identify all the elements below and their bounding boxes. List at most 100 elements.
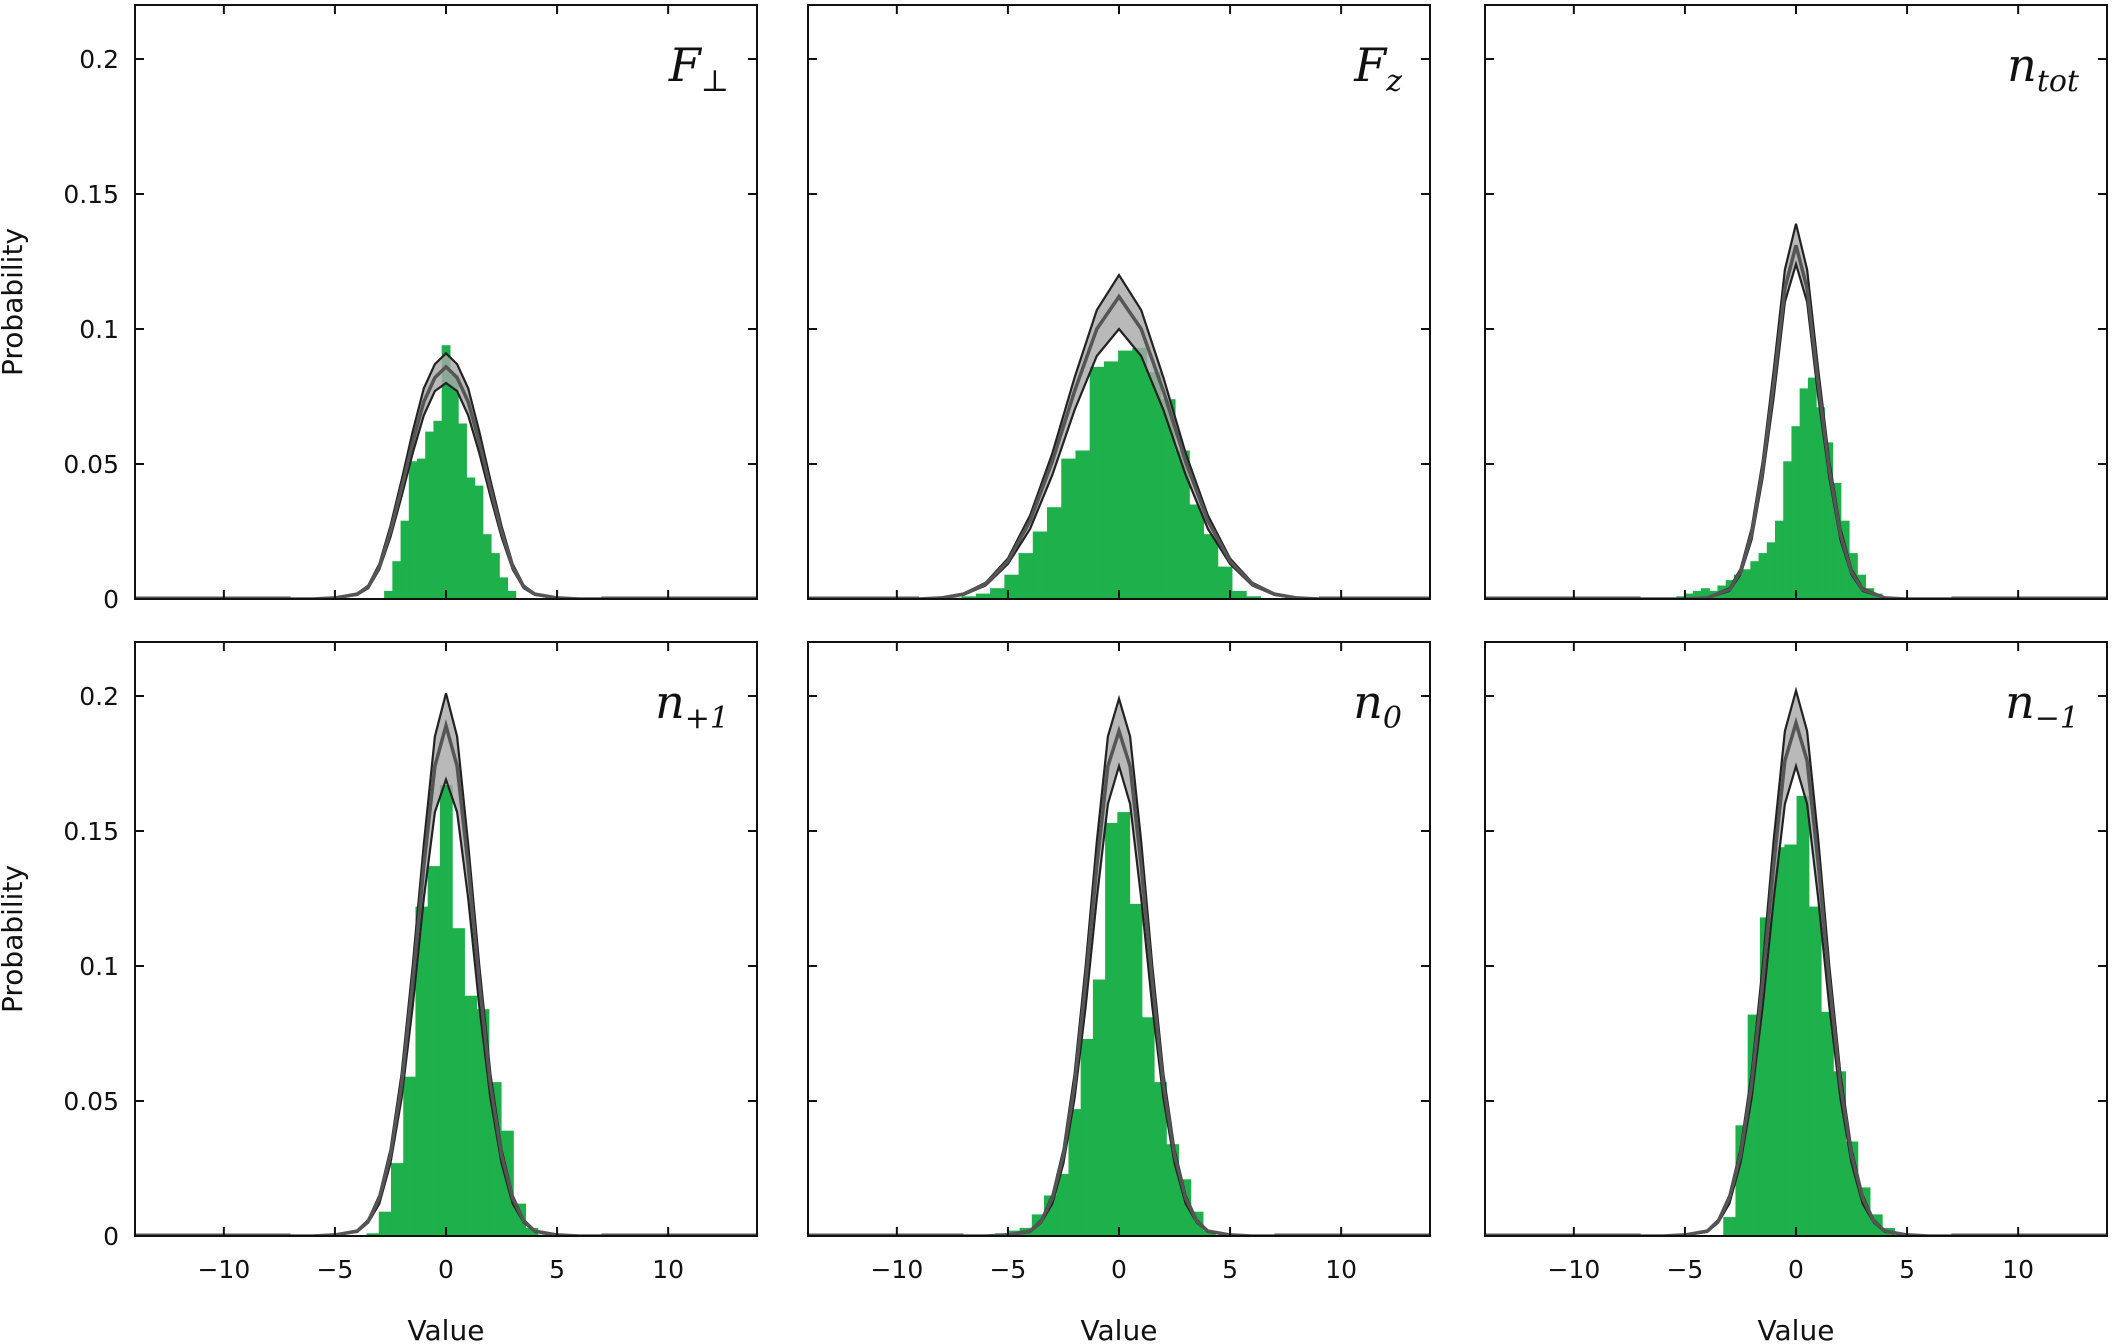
x-tick-label: −10 [870,1255,923,1284]
histogram-bar [1160,399,1176,599]
histogram-bar [466,477,476,599]
histogram-bar [1784,844,1798,1236]
y-tick-label: 0.2 [79,682,119,711]
histogram-bar [391,1163,404,1236]
panel-label-main: n [655,675,685,729]
histogram-bar [1146,372,1162,599]
x-tick-label: −10 [197,1255,250,1284]
panel-label-subscript: z [1385,64,1402,99]
histogram-bar [1820,1011,1834,1236]
histogram-bar [1174,450,1190,599]
histogram-bar [1701,588,1710,599]
panel-label-subscript: tot [2037,64,2080,99]
histogram-bar [1105,822,1118,1236]
histogram-bar [433,420,443,599]
histogram-bar [1796,795,1810,1236]
histogram-bar [415,906,429,1236]
histogram-bar [1217,566,1233,599]
histogram-bar [400,520,410,599]
histogram-bar [1032,531,1048,599]
histogram-bar [403,1076,417,1236]
histogram-bar [1742,569,1751,599]
y-tick-label: 0.05 [63,1087,119,1116]
panel-label-main: n [1353,675,1383,729]
histogram-bar [452,928,465,1236]
band-mean-line [290,364,602,599]
histogram-bar [490,553,500,599]
histogram-bar [1075,450,1091,599]
panel-4: 0 0.05 0.1 0.15 0.2 −10 −5 0 5 10 Probability Value… [0,641,758,1344]
x-tick-label: 10 [2002,1255,2034,1284]
histogram-bar [1004,574,1020,599]
histogram-bar [449,374,459,599]
histogram-bar [1231,590,1247,599]
x-axis-title: Value [1758,1314,1835,1344]
histogram-bar [417,458,426,599]
histogram-bar [1047,507,1062,599]
x-tick-label: −5 [989,1255,1026,1284]
y-tick-label: 0.15 [63,817,119,846]
panel-label: n−1 [2005,675,2079,736]
y-tick-label: 0.15 [63,180,119,209]
histogram-bar [1758,553,1768,599]
panel-6: −10 −5 0 5 10 Value n−1 [1484,641,2108,1344]
panel-label-main: n [2005,675,2035,729]
histogram-bar [1117,812,1131,1236]
y-tick-label: 0.2 [79,45,119,74]
histogram-bar [1061,458,1077,599]
histogram-bar [499,577,509,599]
histogram-bar [378,1211,392,1236]
histogram-bar [507,590,517,599]
histogram-bar [1692,590,1702,599]
y-tick-label: 0.1 [79,952,119,981]
y-tick-label: 0 [103,585,119,614]
histogram-bar [1246,596,1261,599]
y-axis-title: Probability [0,228,29,376]
histogram-bar [439,785,453,1236]
histogram-bar [427,866,441,1236]
band-mean-line [918,293,1320,599]
histogram-bar [1118,350,1133,599]
panel-label-main: n [2007,38,2037,92]
histogram-bar [975,593,991,599]
panel-label: n0 [1353,675,1402,736]
histogram-bar [464,995,478,1236]
histogram-bar [1141,1017,1155,1236]
histogram-bar [1080,1038,1094,1236]
histogram-bar [384,590,393,599]
plot-area [1485,686,2107,1236]
panel-label: n+1 [655,675,729,736]
histogram-bar [1189,504,1205,599]
histogram-bar [482,534,492,599]
x-tick-label: −10 [1547,1255,1600,1284]
histogram-bar [474,485,484,599]
panel-1: 0 0.05 0.1 0.15 0.2 Probability F⊥ [0,4,758,614]
panel-label: F⊥ [668,38,729,99]
panel-label-subscript: 0 [1383,701,1402,736]
band-mean-line [1640,244,1952,599]
histogram-bar [1832,482,1842,599]
histogram-bar [1775,520,1784,599]
histogram-bar [1129,903,1143,1236]
x-axis-title: Value [408,1314,485,1344]
x-axis-title: Value [1081,1314,1158,1344]
x-tick-label: 5 [1899,1255,1915,1284]
band-mean-line [963,725,1275,1236]
panel-label-main: F [1353,38,1388,92]
x-tick-label: 5 [1222,1255,1238,1284]
histogram-bar [1056,1173,1070,1236]
histogram-bar [1089,366,1105,599]
histogram-bar [1153,1082,1167,1236]
histogram-bar [1684,593,1694,599]
histogram-bar [1103,361,1119,599]
panel-label-subscript: ⊥ [701,64,729,99]
histogram-bar [1840,520,1850,599]
histogram-bar [458,423,467,599]
panel-label-subscript: −1 [2035,701,2079,736]
histogram-bar [1772,847,1785,1236]
band-mean-line [1640,716,1952,1236]
x-tick-label: 0 [1111,1255,1127,1284]
histogram-bar [392,561,402,599]
